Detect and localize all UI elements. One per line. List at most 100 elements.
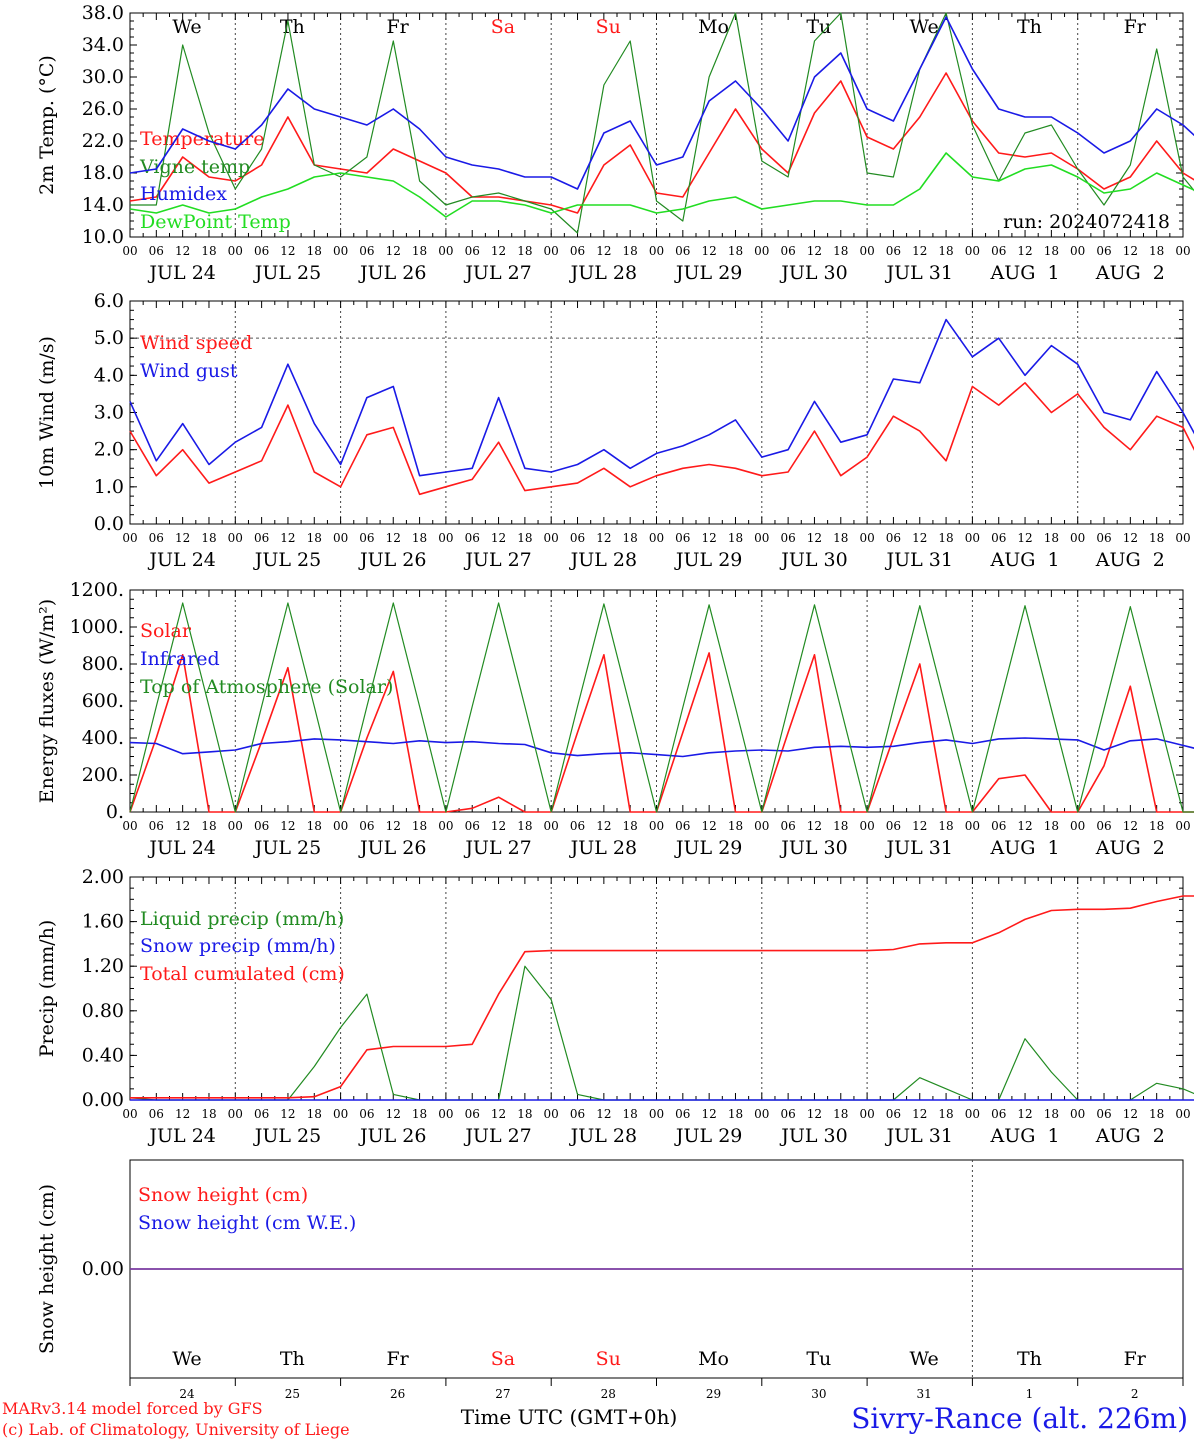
day-name: Th bbox=[280, 16, 305, 38]
run-annotation: run: 2024072418 bbox=[1003, 211, 1170, 233]
x-date-label: AUG 2 bbox=[1095, 549, 1165, 571]
y-axis-label: Energy fluxes (W/m²) bbox=[36, 599, 58, 803]
y-tick-label: 1.0 bbox=[94, 476, 124, 498]
x-hour-label: 00 bbox=[544, 819, 559, 833]
x-hour-label: 12 bbox=[1017, 819, 1032, 833]
x-hour-label: 00 bbox=[438, 819, 453, 833]
x-hour-label: 18 bbox=[412, 819, 427, 833]
x-date-label: AUG 1 bbox=[990, 262, 1060, 284]
x-hour-label: 06 bbox=[149, 244, 164, 258]
x-hour-label: 12 bbox=[280, 531, 295, 545]
legend-entry: Vigne temp bbox=[139, 156, 250, 178]
x-hour-label: 00 bbox=[333, 1107, 348, 1121]
x-hour-label: 18 bbox=[938, 531, 953, 545]
x-hour-label: 12 bbox=[807, 244, 822, 258]
x-date-label: AUG 1 bbox=[990, 837, 1060, 859]
x-hour-label: 12 bbox=[280, 819, 295, 833]
day-name: Mo bbox=[698, 16, 729, 38]
x-date-label: JUL 27 bbox=[463, 262, 531, 284]
x-hour-label: 00 bbox=[333, 819, 348, 833]
y-tick-label: 30.0 bbox=[82, 66, 124, 88]
legend-entry: Temperature bbox=[140, 128, 264, 150]
x-hour-label: 18 bbox=[307, 244, 322, 258]
day-name: Sa bbox=[491, 16, 515, 38]
x-hour-label: 00 bbox=[754, 531, 769, 545]
day-number: 30 bbox=[811, 1387, 826, 1401]
day-name: Fr bbox=[1124, 1348, 1147, 1370]
day-name: Tu bbox=[806, 16, 831, 38]
x-hour-label: 06 bbox=[570, 1107, 585, 1121]
x-hour-label: 18 bbox=[1149, 244, 1164, 258]
x-hour-label: 00 bbox=[1070, 244, 1085, 258]
panel-5: 0.00 Snow height (cm) Snow height (cm) Snow… bbox=[36, 1159, 1184, 1401]
x-hour-label: 06 bbox=[1096, 244, 1111, 258]
y-tick-label: 1.20 bbox=[82, 955, 124, 977]
x-hour-label: 06 bbox=[254, 531, 269, 545]
footer-lab-credit: (c) Lab. of Climatology, University of L… bbox=[2, 1420, 350, 1439]
x-hour-label: 00 bbox=[438, 531, 453, 545]
x-date-label: JUL 24 bbox=[147, 837, 215, 859]
x-hour-label: 12 bbox=[596, 531, 611, 545]
day-number: 27 bbox=[495, 1387, 510, 1401]
x-hour-label: 12 bbox=[702, 819, 717, 833]
day-name: We bbox=[910, 16, 939, 38]
x-date-label: AUG 2 bbox=[1095, 837, 1165, 859]
y-tick-label: 3.0 bbox=[94, 402, 124, 424]
x-hour-label: 00 bbox=[965, 819, 980, 833]
x-hour-label: 00 bbox=[649, 819, 664, 833]
x-hour-label: 00 bbox=[965, 531, 980, 545]
x-hour-label: 12 bbox=[596, 244, 611, 258]
x-hour-label: 00 bbox=[965, 1107, 980, 1121]
y-tick-label: 800. bbox=[82, 653, 124, 675]
panel-3: 0. 200. 400. 600. 800. 1000. 1200. Energy fluxe… bbox=[36, 579, 1194, 859]
x-hour-label: 18 bbox=[938, 244, 953, 258]
x-date-label: JUL 25 bbox=[253, 549, 321, 571]
x-hour-label: 06 bbox=[675, 1107, 690, 1121]
x-hour-label: 00 bbox=[544, 531, 559, 545]
x-hour-label: 00 bbox=[754, 819, 769, 833]
day-number: 28 bbox=[601, 1387, 616, 1401]
x-date-label: JUL 27 bbox=[463, 837, 531, 859]
x-date-label: JUL 27 bbox=[463, 549, 531, 571]
x-hour-label: 00 bbox=[754, 244, 769, 258]
x-hour-label: 18 bbox=[623, 531, 638, 545]
x-hour-label: 12 bbox=[1017, 1107, 1032, 1121]
x-hour-label: 18 bbox=[517, 244, 532, 258]
x-date-label: JUL 26 bbox=[358, 549, 426, 571]
x-hour-label: 18 bbox=[201, 244, 216, 258]
day-name: We bbox=[172, 16, 201, 38]
x-date-label: JUL 31 bbox=[885, 1125, 953, 1147]
x-hour-label: 00 bbox=[333, 244, 348, 258]
legend-entry: Liquid precip (mm/h) bbox=[140, 908, 344, 930]
x-date-label: AUG 1 bbox=[990, 549, 1060, 571]
x-hour-label: 18 bbox=[307, 1107, 322, 1121]
x-hour-label: 18 bbox=[517, 531, 532, 545]
y-tick-label: 0.40 bbox=[82, 1044, 124, 1066]
y-tick-label: 4.0 bbox=[94, 364, 124, 386]
day-number: 31 bbox=[916, 1387, 931, 1401]
x-hour-label: 06 bbox=[254, 244, 269, 258]
y-tick-label: 26.0 bbox=[82, 98, 124, 120]
x-hour-label: 06 bbox=[254, 1107, 269, 1121]
x-hour-label: 18 bbox=[728, 819, 743, 833]
x-hour-label: 18 bbox=[623, 1107, 638, 1121]
x-hour-label: 00 bbox=[228, 244, 243, 258]
x-date-label: JUL 24 bbox=[147, 1125, 215, 1147]
x-hour-label: 00 bbox=[122, 1107, 137, 1121]
x-hour-label: 12 bbox=[175, 1107, 190, 1121]
y-axis-label: Snow height (cm) bbox=[36, 1184, 58, 1354]
x-hour-label: 06 bbox=[886, 819, 901, 833]
y-tick-label: 1.60 bbox=[82, 911, 124, 933]
x-hour-label: 18 bbox=[833, 531, 848, 545]
x-hour-label: 18 bbox=[833, 1107, 848, 1121]
x-hour-label: 12 bbox=[491, 819, 506, 833]
x-date-label: AUG 1 bbox=[990, 1125, 1060, 1147]
x-hour-label: 18 bbox=[728, 1107, 743, 1121]
day-number: 2 bbox=[1131, 1387, 1139, 1401]
x-hour-label: 18 bbox=[623, 819, 638, 833]
x-hour-label: 06 bbox=[570, 819, 585, 833]
x-hour-label: 06 bbox=[149, 531, 164, 545]
legend-entry: Humidex bbox=[140, 183, 227, 205]
x-hour-label: 12 bbox=[596, 819, 611, 833]
time-axis-label: Time UTC (GMT+0h) bbox=[461, 1405, 678, 1429]
